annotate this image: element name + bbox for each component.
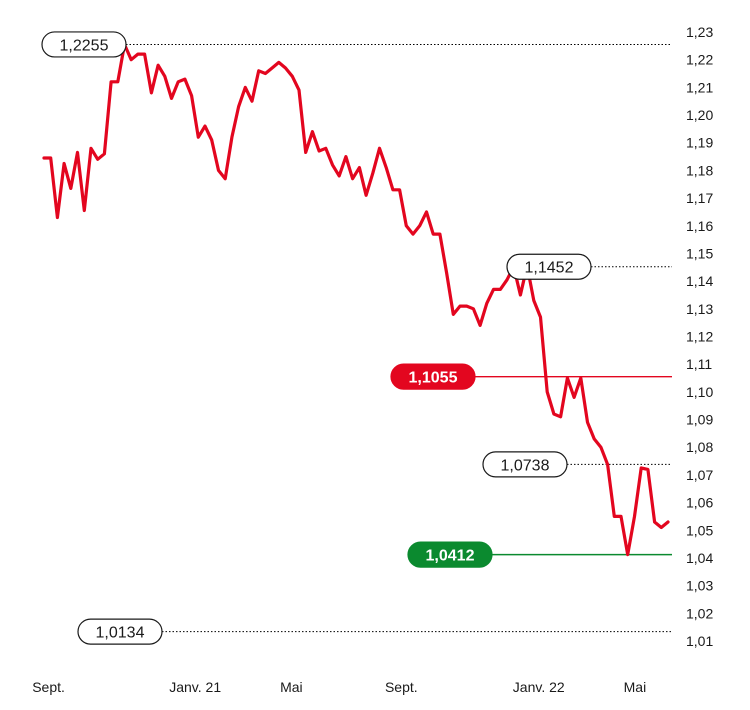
value-badge-label: 1,0738 [501,457,550,474]
series-line-group [42,42,670,557]
value-badge [407,541,493,568]
value-badge [482,451,568,478]
y-tick-label: 1,09 [686,412,713,428]
y-tick-label: 1,05 [686,522,713,538]
y-tick-label: 1,15 [686,245,713,261]
y-tick-label: 1,23 [686,24,713,40]
y-tick-label: 1,19 [686,135,713,151]
y-tick-label: 1,17 [686,190,713,206]
reference-lines [84,43,672,633]
y-tick-label: 1,18 [686,162,713,178]
y-tick-label: 1,20 [686,107,713,123]
x-axis-ticks: Sept. Janv. 21 Mai Sept. Janv. 22 Mai [32,679,646,695]
y-tick-label: 1,07 [686,467,713,483]
value-badge [506,253,592,280]
x-tick-label: Janv. 22 [513,679,565,695]
y-tick-label: 1,01 [686,633,713,649]
reference-badges: 1,2255 1,1452 1,1055 1,0738 1,0412 1,0134 [41,31,592,645]
y-tick-label: 1,16 [686,218,713,234]
series-line [42,42,670,557]
y-tick-label: 1,08 [686,439,713,455]
x-tick-label: Mai [280,679,303,695]
value-badge [390,363,476,390]
value-badge-label: 1,1055 [409,370,458,387]
y-tick-label: 1,04 [686,550,713,566]
y-tick-label: 1,21 [686,79,713,95]
y-axis-ticks: 1,23 1,22 1,21 1,20 1,19 1,18 1,17 1,16 1,15 1,14… [686,24,713,649]
y-tick-label: 1,12 [686,329,713,345]
y-tick-label: 1,10 [686,384,713,400]
y-tick-label: 1,02 [686,605,713,621]
y-tick-label: 1,13 [686,301,713,317]
y-tick-label: 1,11 [686,356,712,372]
y-tick-label: 1,03 [686,578,713,594]
x-tick-label: Sept. [32,679,65,695]
y-tick-label: 1,22 [686,52,713,68]
x-tick-label: Sept. [385,679,418,695]
x-tick-label: Janv. 21 [169,679,221,695]
value-badge-label: 1,1452 [525,260,574,277]
x-tick-label: Mai [624,679,647,695]
y-tick-label: 1,14 [686,273,713,289]
value-badge [41,31,127,58]
y-tick-label: 1,06 [686,495,713,511]
value-badge [77,618,163,645]
value-badge-label: 1,0134 [96,625,145,642]
value-badge-label: 1,0412 [426,548,475,565]
value-badge-label: 1,2255 [60,37,109,54]
